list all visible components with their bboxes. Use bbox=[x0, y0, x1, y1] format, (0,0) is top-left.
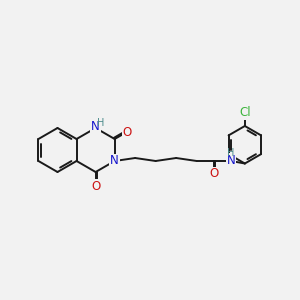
Text: Cl: Cl bbox=[239, 106, 250, 119]
Text: N: N bbox=[110, 154, 119, 167]
Text: O: O bbox=[91, 179, 100, 193]
Text: O: O bbox=[122, 126, 132, 139]
Text: N: N bbox=[227, 154, 236, 166]
Text: N: N bbox=[91, 120, 100, 133]
Text: H: H bbox=[98, 118, 105, 128]
Text: O: O bbox=[209, 167, 219, 181]
Text: H: H bbox=[227, 148, 235, 158]
